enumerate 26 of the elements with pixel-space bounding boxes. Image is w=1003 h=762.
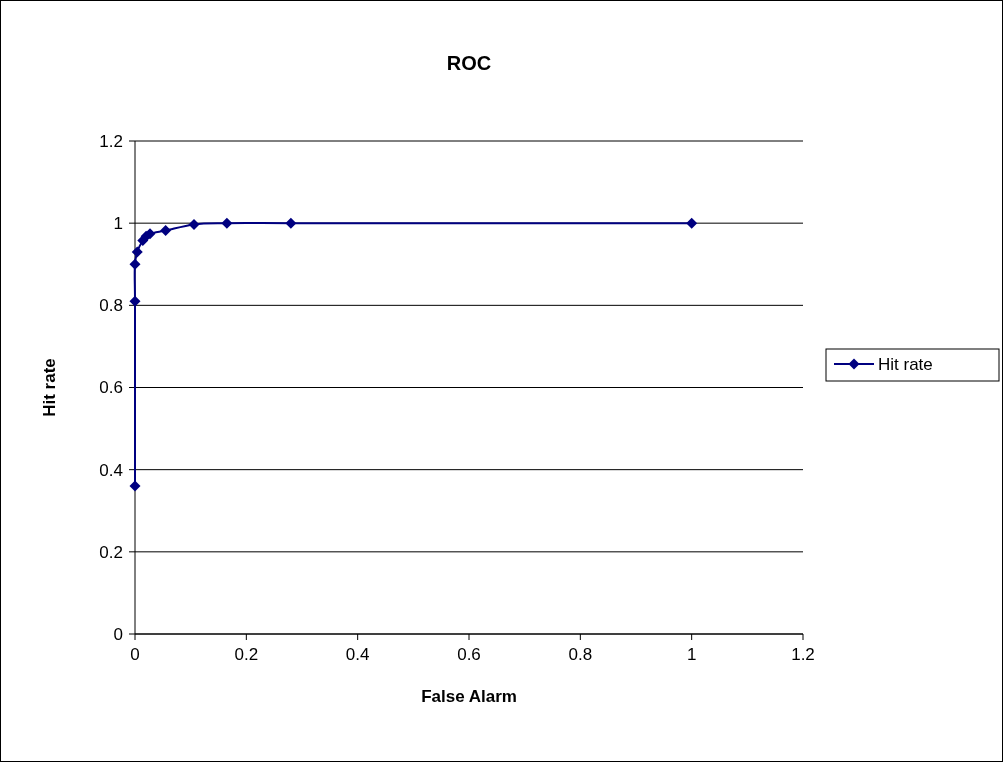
point [160, 225, 172, 237]
x-tick-label: 0.8 [568, 645, 593, 664]
point [129, 480, 141, 492]
y-tick-label: 0.8 [99, 296, 123, 316]
y-tick-label: 0.6 [99, 378, 123, 398]
y-tick-label: 0.4 [99, 460, 123, 480]
point [686, 217, 698, 229]
point [131, 246, 143, 258]
x-tick-label: 0.4 [345, 645, 370, 664]
x-axis-title: False Alarm [421, 687, 517, 706]
y-tick-label: 1 [113, 214, 123, 234]
y-tick-label: 0.2 [99, 542, 123, 562]
y-tick-label: 1.2 [99, 131, 123, 151]
y-axis-title: Hit rate [40, 358, 59, 417]
point [129, 258, 141, 270]
x-tick-label: 1.2 [791, 645, 815, 664]
x-tick-label: 0.6 [457, 645, 481, 664]
x-tick-label: 0.2 [234, 645, 259, 664]
x-tick-label: 1 [686, 645, 697, 664]
point [285, 217, 297, 229]
point [221, 217, 233, 229]
y-tick-label: 0 [113, 624, 123, 644]
x-tick-label: 0 [130, 645, 140, 664]
chart-title: ROC [446, 52, 492, 74]
legend-label: Hit rate [878, 354, 933, 374]
point [188, 218, 200, 230]
